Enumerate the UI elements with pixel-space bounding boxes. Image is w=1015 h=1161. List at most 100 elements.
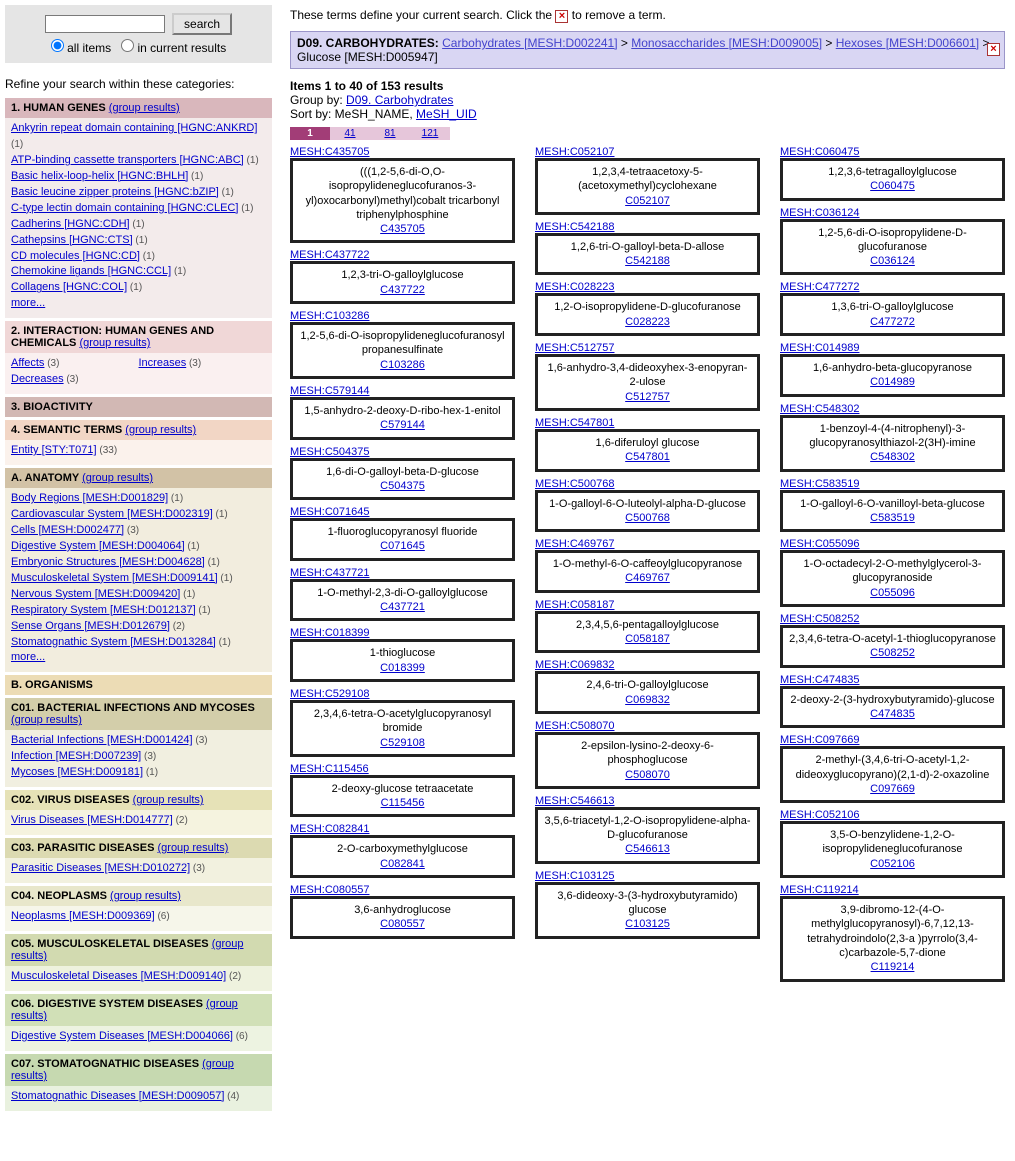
radio-current-results[interactable]: in current results bbox=[121, 41, 226, 55]
facet-link[interactable]: Neoplasms [MESH:D009369] bbox=[11, 910, 155, 922]
mesh-link[interactable]: MESH:C060475 bbox=[780, 146, 860, 158]
card-id-link[interactable]: C103286 bbox=[299, 358, 506, 372]
card-id-link[interactable]: C504375 bbox=[299, 479, 506, 493]
mesh-link[interactable]: MESH:C508070 bbox=[535, 720, 615, 732]
card-id-link[interactable]: C097669 bbox=[789, 782, 996, 796]
mesh-link[interactable]: MESH:C437721 bbox=[290, 567, 370, 579]
card-id-link[interactable]: C060475 bbox=[789, 179, 996, 193]
facet-link[interactable]: Cadherins [HGNC:CDH] bbox=[11, 218, 130, 230]
facet-link[interactable]: Cells [MESH:D002477] bbox=[11, 524, 124, 536]
facet-link[interactable]: Parasitic Diseases [MESH:D010272] bbox=[11, 862, 190, 874]
mesh-link[interactable]: MESH:C542188 bbox=[535, 221, 615, 233]
mesh-link[interactable]: MESH:C082841 bbox=[290, 823, 370, 835]
card-id-link[interactable]: C437721 bbox=[299, 600, 506, 614]
mesh-link[interactable]: MESH:C036124 bbox=[780, 207, 860, 219]
mesh-link[interactable]: MESH:C437722 bbox=[290, 249, 370, 261]
facet-link[interactable]: Basic helix-loop-helix [HGNC:BHLH] bbox=[11, 170, 188, 182]
facet-link[interactable]: Stomatognathic System [MESH:D013284] bbox=[11, 636, 216, 648]
mesh-link[interactable]: MESH:C115456 bbox=[290, 763, 369, 775]
mesh-link[interactable]: MESH:C500768 bbox=[535, 478, 615, 490]
search-input[interactable] bbox=[45, 15, 165, 33]
group-results-link[interactable]: (group results) bbox=[11, 1058, 234, 1082]
mesh-link[interactable]: MESH:C069832 bbox=[535, 659, 615, 671]
mesh-link[interactable]: MESH:C103125 bbox=[535, 870, 615, 882]
facet-link[interactable]: CD molecules [HGNC:CD] bbox=[11, 250, 140, 262]
facet-link[interactable]: C-type lectin domain containing [HGNC:CL… bbox=[11, 202, 238, 214]
card-id-link[interactable]: C018399 bbox=[299, 661, 506, 675]
card-id-link[interactable]: C508070 bbox=[544, 768, 751, 782]
breadcrumb-link[interactable]: Hexoses [MESH:D006601] bbox=[836, 36, 979, 50]
card-id-link[interactable]: C028223 bbox=[544, 315, 751, 329]
group-results-link[interactable]: (group results) bbox=[158, 842, 229, 854]
mesh-link[interactable]: MESH:C469767 bbox=[535, 538, 615, 550]
search-button[interactable]: search bbox=[172, 13, 232, 35]
facet-link[interactable]: Entity [STY:T071] bbox=[11, 444, 97, 456]
mesh-link[interactable]: MESH:C119214 bbox=[780, 884, 859, 896]
card-id-link[interactable]: C546613 bbox=[544, 842, 751, 856]
group-results-link[interactable]: (group results) bbox=[11, 938, 243, 962]
card-id-link[interactable]: C579144 bbox=[299, 418, 506, 432]
card-id-link[interactable]: C529108 bbox=[299, 736, 506, 750]
mesh-link[interactable]: MESH:C474835 bbox=[780, 674, 860, 686]
card-id-link[interactable]: C474835 bbox=[789, 707, 996, 721]
card-id-link[interactable]: C119214 bbox=[789, 960, 996, 974]
card-id-link[interactable]: C542188 bbox=[544, 254, 751, 268]
group-results-link[interactable]: (group results) bbox=[82, 472, 153, 484]
facet-link[interactable]: Respiratory System [MESH:D012137] bbox=[11, 604, 196, 616]
facet-link[interactable]: Decreases bbox=[11, 373, 64, 385]
pager-page[interactable]: 121 bbox=[410, 127, 450, 140]
facet-link[interactable]: Virus Diseases [MESH:D014777] bbox=[11, 814, 173, 826]
breadcrumb-link[interactable]: Monosaccharides [MESH:D009005] bbox=[631, 36, 822, 50]
mesh-link[interactable]: MESH:C579144 bbox=[290, 385, 370, 397]
facet-link[interactable]: Collagens [HGNC:COL] bbox=[11, 281, 127, 293]
pager-page[interactable]: 81 bbox=[370, 127, 410, 140]
mesh-link[interactable]: MESH:C508252 bbox=[780, 613, 860, 625]
facet-link[interactable]: Musculoskeletal System [MESH:D009141] bbox=[11, 572, 218, 584]
facet-link[interactable]: Chemokine ligands [HGNC:CCL] bbox=[11, 265, 171, 277]
mesh-link[interactable]: MESH:C548302 bbox=[780, 403, 860, 415]
card-id-link[interactable]: C055096 bbox=[789, 586, 996, 600]
card-id-link[interactable]: C437722 bbox=[299, 283, 506, 297]
facet-link[interactable]: Increases bbox=[139, 357, 187, 369]
group-results-link[interactable]: (group results) bbox=[11, 714, 82, 726]
facet-link[interactable]: ATP-binding cassette transporters [HGNC:… bbox=[11, 154, 244, 166]
mesh-link[interactable]: MESH:C052106 bbox=[780, 809, 860, 821]
mesh-link[interactable]: MESH:C477272 bbox=[780, 281, 860, 293]
card-id-link[interactable]: C036124 bbox=[789, 254, 996, 268]
mesh-link[interactable]: MESH:C014989 bbox=[780, 342, 860, 354]
mesh-link[interactable]: MESH:C583519 bbox=[780, 478, 860, 490]
radio-all-items[interactable]: all items bbox=[51, 41, 111, 55]
facet-link[interactable]: Body Regions [MESH:D001829] bbox=[11, 492, 168, 504]
mesh-link[interactable]: MESH:C080557 bbox=[290, 884, 370, 896]
card-id-link[interactable]: C115456 bbox=[299, 796, 506, 810]
card-id-link[interactable]: C014989 bbox=[789, 375, 996, 389]
mesh-link[interactable]: MESH:C071645 bbox=[290, 506, 370, 518]
mesh-link[interactable]: MESH:C547801 bbox=[535, 417, 615, 429]
facet-link[interactable]: Infection [MESH:D007239] bbox=[11, 750, 141, 762]
card-id-link[interactable]: C052107 bbox=[544, 194, 751, 208]
facet-link[interactable]: Nervous System [MESH:D009420] bbox=[11, 588, 180, 600]
card-id-link[interactable]: C508252 bbox=[789, 646, 996, 660]
group-by-link[interactable]: D09. Carbohydrates bbox=[346, 93, 453, 107]
card-id-link[interactable]: C469767 bbox=[544, 571, 751, 585]
facet-link[interactable]: Embryonic Structures [MESH:D004628] bbox=[11, 556, 205, 568]
mesh-link[interactable]: MESH:C028223 bbox=[535, 281, 615, 293]
more-link[interactable]: more... bbox=[11, 297, 45, 309]
facet-link[interactable]: Bacterial Infections [MESH:D001424] bbox=[11, 734, 193, 746]
facet-link[interactable]: Ankyrin repeat domain containing [HGNC:A… bbox=[11, 122, 257, 134]
card-id-link[interactable]: C512757 bbox=[544, 390, 751, 404]
facet-link[interactable]: Cardiovascular System [MESH:D002319] bbox=[11, 508, 213, 520]
card-id-link[interactable]: C082841 bbox=[299, 857, 506, 871]
card-id-link[interactable]: C071645 bbox=[299, 539, 506, 553]
mesh-link[interactable]: MESH:C435705 bbox=[290, 146, 370, 158]
card-id-link[interactable]: C052106 bbox=[789, 857, 996, 871]
group-results-link[interactable]: (group results) bbox=[125, 424, 196, 436]
card-id-link[interactable]: C435705 bbox=[299, 222, 506, 236]
mesh-link[interactable]: MESH:C097669 bbox=[780, 734, 860, 746]
mesh-link[interactable]: MESH:C504375 bbox=[290, 446, 370, 458]
more-link[interactable]: more... bbox=[11, 651, 45, 663]
group-results-link[interactable]: (group results) bbox=[79, 337, 150, 349]
mesh-link[interactable]: MESH:C055096 bbox=[780, 538, 860, 550]
mesh-link[interactable]: MESH:C512757 bbox=[535, 342, 615, 354]
card-id-link[interactable]: C583519 bbox=[789, 511, 996, 525]
